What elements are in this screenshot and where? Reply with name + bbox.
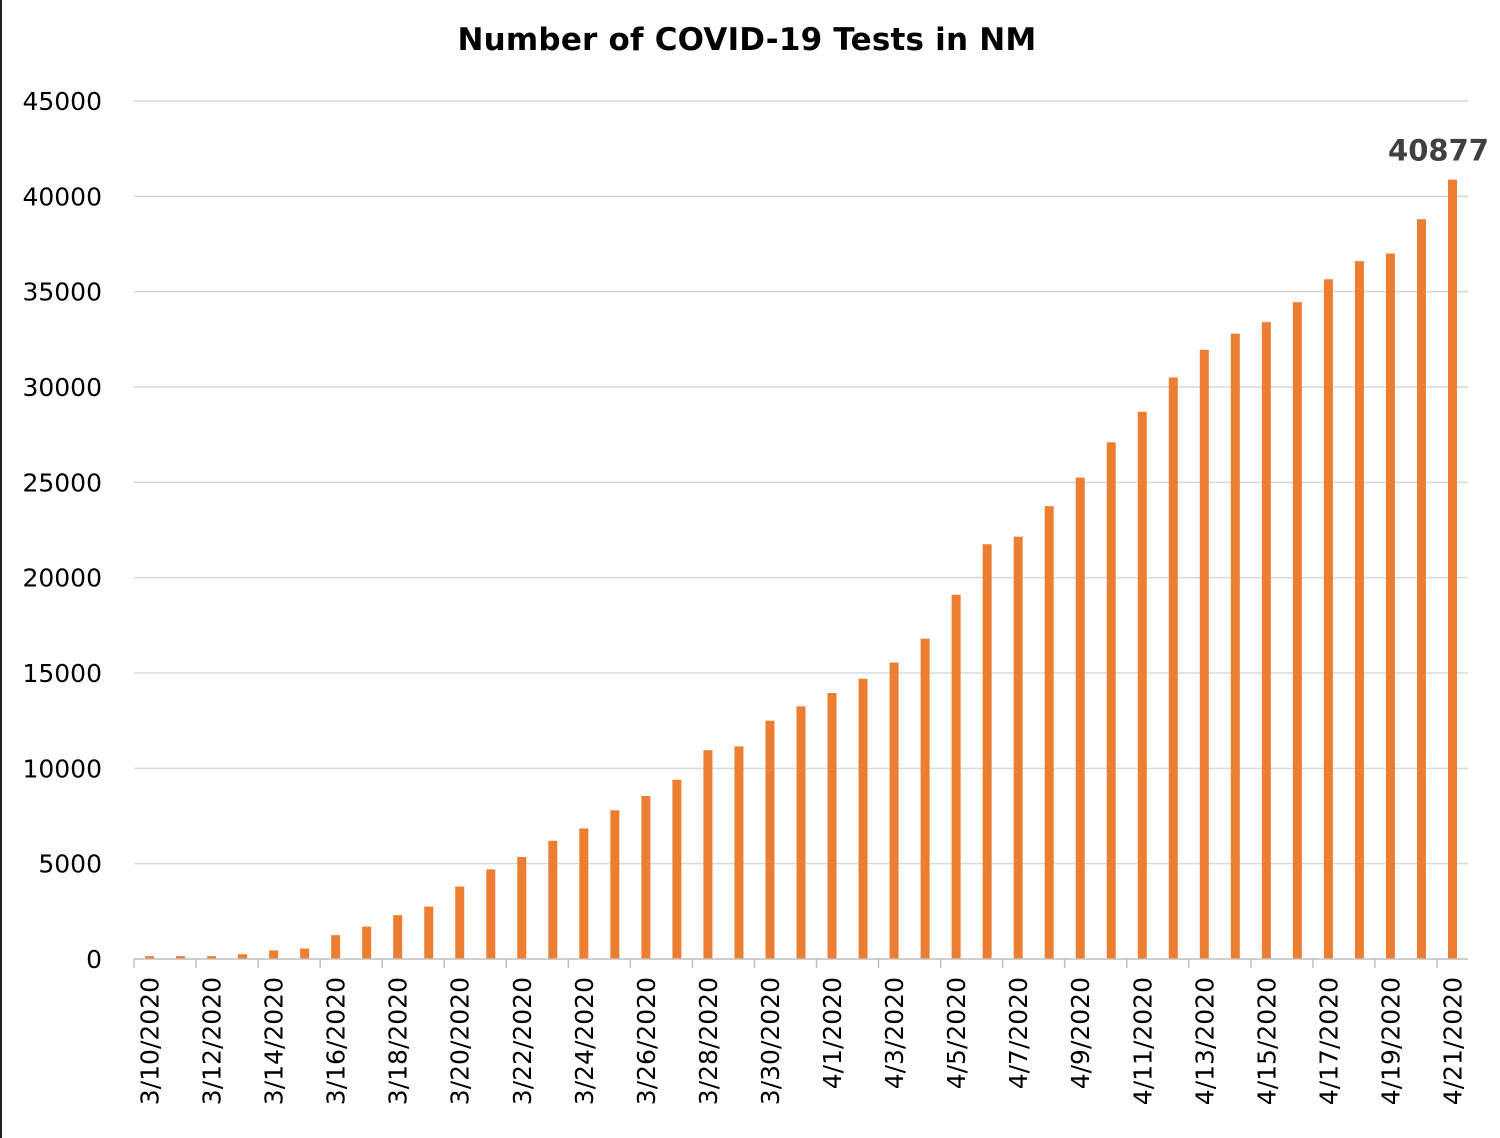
bar [455,886,465,959]
x-tick-label: 4/19/2020 [1376,977,1405,1105]
bar [951,594,961,959]
bar [1013,536,1023,959]
x-tick-label: 3/16/2020 [322,977,351,1105]
x-tick-label: 4/21/2020 [1438,977,1467,1105]
bar [1447,179,1457,959]
y-tick-label: 0 [86,945,102,974]
bar [1230,333,1240,959]
bar [982,544,992,959]
bar [238,954,248,959]
y-tick-label: 40000 [22,182,102,211]
y-tick-label: 45000 [22,87,102,116]
bar [1385,253,1395,960]
bar [269,950,279,959]
bars [145,179,1457,960]
bar [796,706,806,959]
x-tick-label: 4/15/2020 [1252,977,1281,1105]
x-tick-label: 3/24/2020 [570,977,599,1105]
x-tick-label: 4/1/2020 [818,977,847,1089]
x-tick-label: 4/17/2020 [1314,977,1343,1105]
bar [641,795,651,959]
bar [548,840,558,959]
x-axis [133,958,1468,968]
x-tick-label: 3/30/2020 [756,977,785,1105]
bar [1106,442,1116,959]
bar [207,956,217,959]
y-axis-tick-labels: 0 5000 10000 15000 20000 25000 30000 35000 40000… [22,87,102,974]
bar [1292,302,1302,959]
bar [889,662,899,959]
bar [424,906,434,959]
bar [734,746,744,959]
x-tick-label: 4/11/2020 [1128,977,1157,1105]
bar [703,750,713,959]
bar [486,869,496,959]
x-tick-label: 4/7/2020 [1004,977,1033,1089]
bar [858,678,868,959]
bar [1354,261,1364,959]
x-tick-label: 3/14/2020 [260,977,289,1105]
x-tick-label: 3/18/2020 [384,977,413,1105]
bar [1044,506,1054,959]
bar [827,693,837,959]
x-tick-label: 4/5/2020 [942,977,971,1089]
y-tick-label: 5000 [38,850,102,879]
bar [672,779,682,959]
bar [393,915,403,959]
x-tick-label: 3/26/2020 [632,977,661,1105]
data-labels: 40877 [1388,134,1489,168]
bar [1075,477,1085,959]
bar [331,935,341,959]
x-tick-label: 4/13/2020 [1190,977,1219,1105]
data-label: 40877 [1388,134,1489,168]
bar [1168,377,1178,959]
bar [1137,411,1147,960]
bar [362,926,372,959]
y-tick-label: 20000 [22,564,102,593]
y-tick-label: 35000 [22,278,102,307]
bar [920,638,930,959]
y-tick-label: 25000 [22,468,102,497]
bar [610,810,620,959]
x-tick-label: 3/28/2020 [694,977,723,1105]
chart-title: Number of COVID-19 Tests in NM [457,22,1037,58]
x-axis-tick-labels: 3/10/2020 3/12/2020 3/14/2020 3/16/2020 3/18… [136,977,1468,1105]
bar [579,828,589,959]
bar [1323,279,1333,960]
x-tick-label: 3/10/2020 [136,977,165,1105]
gridlines [134,100,1468,865]
x-tick-label: 3/12/2020 [198,977,227,1105]
y-tick-label: 30000 [22,373,102,402]
bar [1199,349,1209,959]
x-tick-label: 3/22/2020 [508,977,537,1105]
x-tick-label: 4/3/2020 [880,977,909,1089]
y-tick-label: 10000 [22,754,102,783]
bar [765,720,775,959]
bar [1261,322,1271,959]
x-tick-label: 3/20/2020 [446,977,475,1105]
bar [517,856,527,959]
bar [145,956,155,959]
bar [300,948,310,959]
bar [1416,219,1426,960]
x-tick-label: 4/9/2020 [1066,977,1095,1089]
bar [176,956,186,959]
y-tick-label: 15000 [22,659,102,688]
